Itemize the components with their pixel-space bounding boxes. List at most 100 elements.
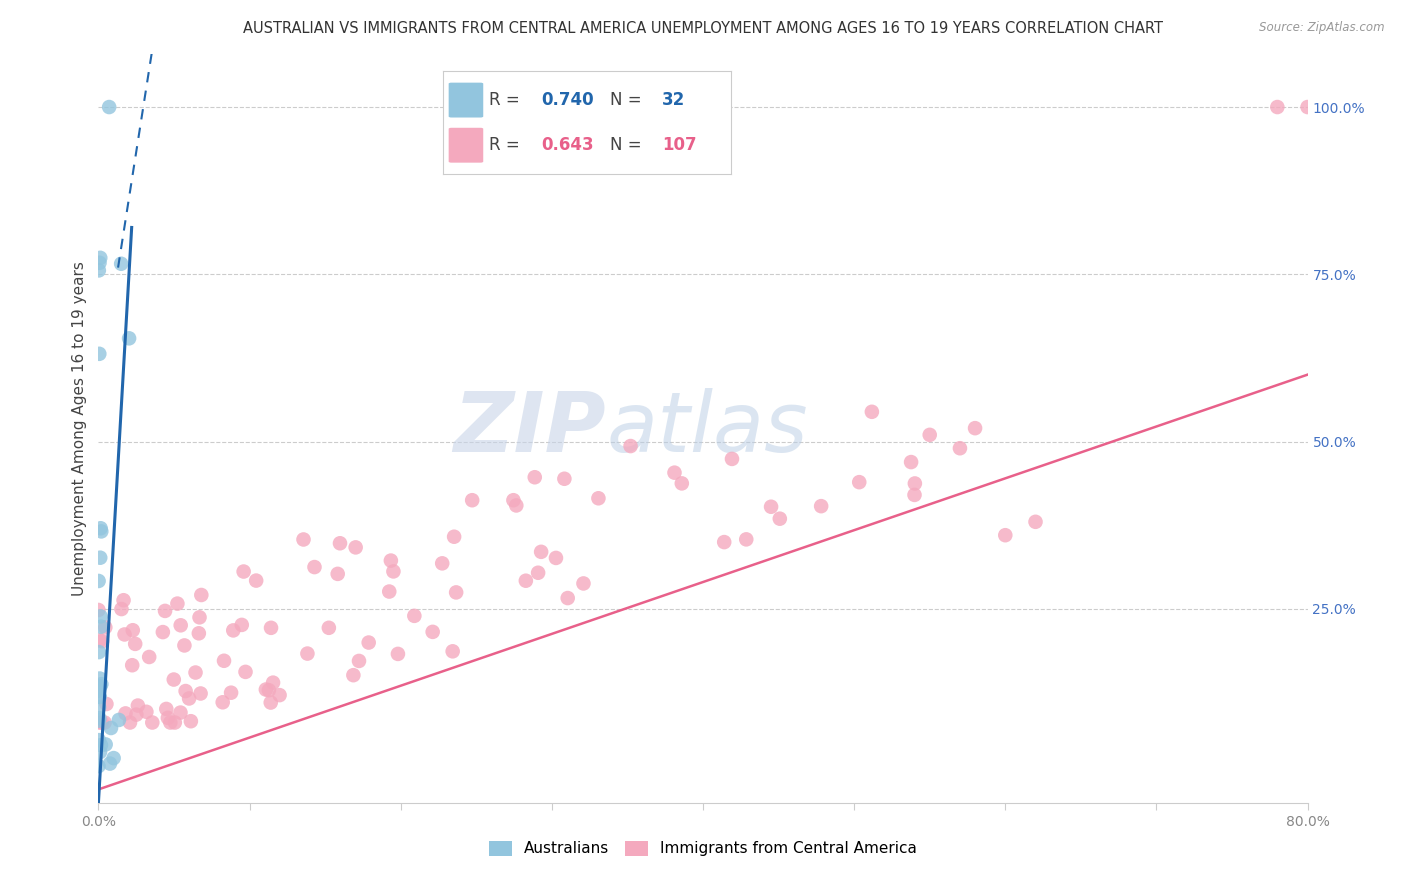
Point — [90, 677, 112, 691]
Point — [184, 665, 207, 680]
Point — [523, 470, 546, 484]
Point — [904, 476, 927, 491]
FancyBboxPatch shape — [449, 128, 484, 162]
Text: 0.740: 0.740 — [541, 91, 593, 109]
Point — [100, 721, 122, 735]
Point — [260, 696, 283, 710]
Point — [347, 654, 370, 668]
Point — [262, 675, 284, 690]
Point — [98, 100, 121, 114]
Point — [87, 759, 110, 773]
Point — [219, 686, 242, 700]
Point — [342, 668, 364, 682]
Point — [949, 442, 972, 456]
Point — [1024, 515, 1046, 529]
Point — [810, 499, 832, 513]
Point — [190, 588, 212, 602]
Point — [404, 608, 426, 623]
Point — [114, 627, 136, 641]
Point — [89, 715, 111, 730]
Point — [994, 528, 1017, 542]
Point — [515, 574, 537, 588]
Point — [180, 714, 202, 729]
Point — [110, 257, 132, 271]
Point — [89, 633, 111, 648]
Point — [170, 618, 193, 632]
Text: 32: 32 — [662, 91, 685, 109]
Point — [297, 647, 319, 661]
Point — [87, 574, 110, 588]
Point — [254, 682, 277, 697]
Point — [444, 585, 467, 599]
Point — [269, 688, 291, 702]
Point — [169, 706, 191, 720]
Text: 0.643: 0.643 — [541, 136, 593, 154]
Point — [505, 499, 527, 513]
Point — [671, 476, 693, 491]
Point — [138, 650, 160, 665]
Point — [318, 621, 340, 635]
Text: N =: N = — [610, 91, 641, 109]
Point — [329, 536, 352, 550]
Point — [96, 697, 118, 711]
Point — [188, 610, 211, 624]
Point — [735, 533, 758, 547]
Text: atlas: atlas — [606, 388, 808, 468]
Point — [432, 557, 454, 571]
Point — [257, 683, 280, 698]
Point — [98, 756, 121, 771]
Point — [387, 647, 409, 661]
Point — [326, 566, 349, 581]
Point — [118, 331, 141, 345]
Point — [163, 715, 186, 730]
Point — [89, 672, 111, 686]
Point — [125, 707, 148, 722]
Point — [900, 455, 922, 469]
Point — [89, 347, 111, 361]
Point — [166, 597, 188, 611]
Point — [90, 715, 112, 730]
Point — [553, 472, 575, 486]
Point — [89, 690, 111, 704]
Point — [87, 645, 110, 659]
Point — [173, 639, 195, 653]
Point — [141, 715, 163, 730]
Point — [108, 713, 131, 727]
Point — [292, 533, 315, 547]
Point — [135, 705, 157, 719]
Point — [91, 634, 114, 648]
Point — [103, 751, 125, 765]
Point — [90, 738, 112, 752]
Point — [110, 602, 132, 616]
Point — [114, 706, 136, 721]
Point — [174, 684, 197, 698]
Point — [89, 550, 111, 565]
Point — [93, 715, 115, 730]
Point — [619, 439, 641, 453]
Point — [89, 256, 111, 270]
Text: 107: 107 — [662, 136, 696, 154]
Point — [90, 609, 112, 624]
Point — [94, 738, 117, 752]
Point — [860, 405, 883, 419]
Point — [89, 679, 111, 693]
Point — [121, 624, 143, 638]
Point — [124, 637, 146, 651]
Point — [544, 550, 567, 565]
Point — [378, 584, 401, 599]
Point — [212, 654, 235, 668]
Point — [260, 621, 283, 635]
Point — [588, 491, 610, 506]
Point — [118, 715, 141, 730]
Y-axis label: Unemployment Among Ages 16 to 19 years: Unemployment Among Ages 16 to 19 years — [72, 260, 87, 596]
Text: R =: R = — [489, 136, 520, 154]
Point — [112, 593, 135, 607]
Point — [918, 428, 941, 442]
Point — [357, 635, 380, 649]
Point — [769, 511, 792, 525]
Point — [231, 618, 253, 632]
Point — [87, 700, 110, 714]
Point — [965, 421, 987, 435]
Point — [443, 530, 465, 544]
Point — [94, 620, 117, 634]
